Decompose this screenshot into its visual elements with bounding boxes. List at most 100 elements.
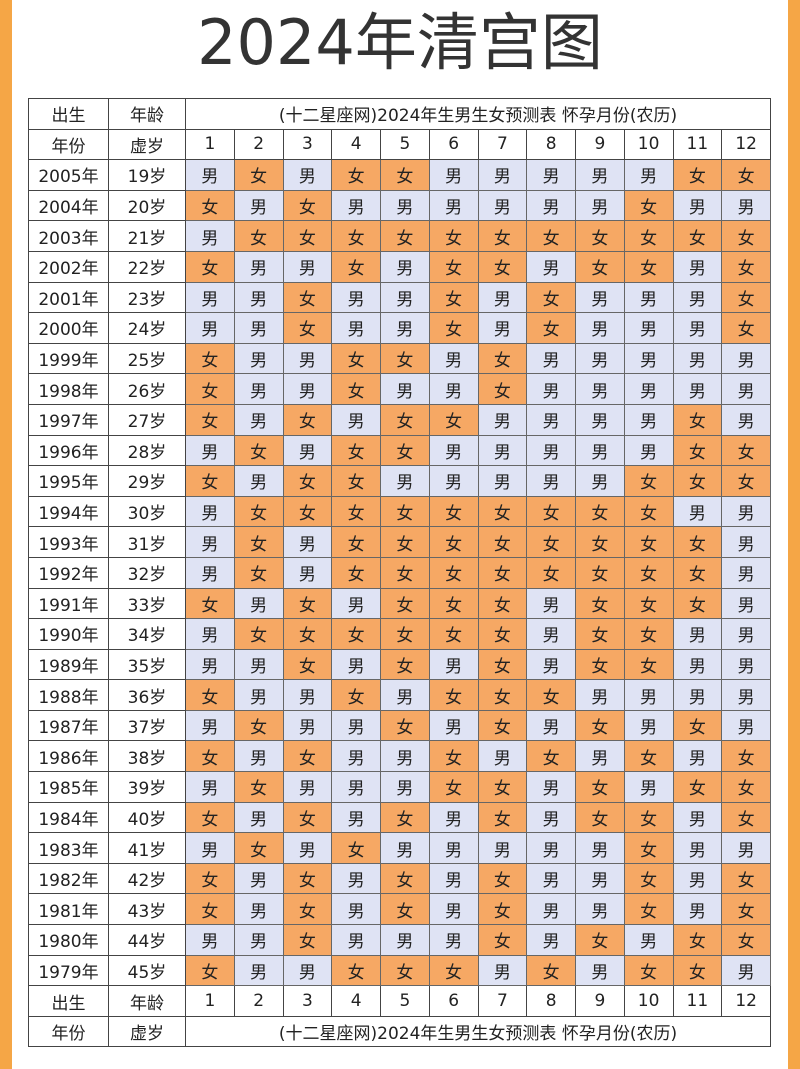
year-cell: 1984年 — [28, 801, 109, 834]
gender-cell: 女 — [380, 495, 430, 528]
age-cell: 45岁 — [108, 954, 186, 987]
year-cell: 1990年 — [28, 618, 109, 650]
gender-cell: 男 — [233, 465, 284, 497]
gender-cell: 女 — [428, 679, 479, 711]
header-cell: 11 — [672, 128, 723, 161]
year-cell: 2004年 — [28, 189, 109, 222]
age-cell: 19岁 — [108, 159, 186, 191]
year-cell: 1979年 — [28, 954, 109, 987]
gender-cell: 男 — [428, 434, 479, 467]
age-cell: 31岁 — [108, 526, 186, 558]
year-cell: 1982年 — [28, 862, 109, 895]
data-row: 1988年 36岁女男男女男女女女男男男男 — [28, 679, 772, 711]
gender-cell: 女 — [575, 709, 625, 742]
prediction-table: 出生 年龄 (十二星座网)2024年生男生女预测表 怀孕月份(农历) 年份 虚岁 1 2 3 4… — [28, 98, 772, 1048]
gender-cell: 女 — [477, 893, 528, 926]
gender-cell: 女 — [477, 220, 528, 252]
gender-cell: 女 — [623, 189, 674, 222]
gender-cell: 女 — [623, 495, 674, 528]
gender-cell: 女 — [623, 740, 674, 773]
age-cell: 21岁 — [108, 220, 186, 252]
gender-cell: 男 — [526, 648, 576, 681]
gender-cell: 男 — [721, 373, 772, 405]
gender-cell: 女 — [672, 434, 723, 467]
age-cell: 39岁 — [108, 771, 186, 803]
gender-cell: 男 — [575, 465, 625, 497]
gender-cell: 女 — [233, 618, 284, 650]
gender-cell: 男 — [185, 434, 235, 467]
gender-cell: 男 — [672, 250, 723, 283]
gender-cell: 女 — [623, 648, 674, 681]
gender-cell: 女 — [282, 189, 333, 222]
gender-cell: 男 — [477, 434, 528, 467]
gender-cell: 女 — [185, 465, 235, 497]
gender-cell: 女 — [331, 373, 381, 405]
gender-cell: 男 — [526, 832, 576, 864]
gender-cell: 男 — [623, 159, 674, 191]
header-cell: 9 — [575, 985, 625, 1017]
header-row: 出生 年龄 (十二星座网)2024年生男生女预测表 怀孕月份(农历) — [28, 98, 772, 130]
gender-cell: 女 — [672, 924, 723, 956]
gender-cell: 男 — [721, 709, 772, 742]
gender-cell: 男 — [575, 862, 625, 895]
data-row: 1995年 29岁女男女女男男男男男女女女 — [28, 465, 772, 497]
gender-cell: 男 — [526, 403, 576, 436]
age-cell: 27岁 — [108, 403, 186, 436]
gender-cell: 男 — [672, 373, 723, 405]
data-row: 2002年 22岁女男男女男女女男女女男女 — [28, 250, 772, 283]
gender-cell: 女 — [623, 526, 674, 558]
gender-cell: 女 — [185, 189, 235, 222]
gender-cell: 女 — [477, 679, 528, 711]
gender-cell: 男 — [331, 403, 381, 436]
gender-cell: 女 — [623, 893, 674, 926]
year-cell: 年份 — [28, 1015, 109, 1048]
gender-cell: 男 — [526, 709, 576, 742]
gender-cell: 男 — [721, 648, 772, 681]
gender-cell: 男 — [672, 801, 723, 834]
gender-cell: 女 — [331, 434, 381, 467]
data-row: 1984年 40岁女男女男女男女男女女男女 — [28, 801, 772, 834]
gender-cell: 男 — [526, 159, 576, 191]
gender-cell: 女 — [526, 954, 576, 987]
header-cell: 11 — [672, 985, 723, 1017]
gender-cell: 男 — [575, 403, 625, 436]
gender-cell: 女 — [721, 220, 772, 252]
gender-cell: 女 — [477, 801, 528, 834]
age-cell: 40岁 — [108, 801, 186, 834]
gender-cell: 女 — [721, 862, 772, 895]
gender-cell: 男 — [185, 832, 235, 864]
age-cell: 28岁 — [108, 434, 186, 467]
gender-cell: 男 — [282, 526, 333, 558]
gender-cell: 男 — [526, 893, 576, 926]
gender-cell: 女 — [672, 771, 723, 803]
gender-cell: 男 — [380, 250, 430, 283]
gender-cell: 女 — [233, 771, 284, 803]
gender-cell: 男 — [672, 893, 723, 926]
data-row: 1979年 45岁女男男女女女男女男女女男 — [28, 954, 772, 987]
gender-cell: 男 — [477, 312, 528, 344]
gender-cell: 女 — [380, 893, 430, 926]
gender-cell: 女 — [721, 801, 772, 834]
gender-cell: 男 — [721, 342, 772, 375]
header-cell: 2 — [233, 985, 284, 1017]
gender-cell: 男 — [477, 954, 528, 987]
gender-cell: 女 — [380, 648, 430, 681]
gender-cell: 女 — [185, 587, 235, 620]
gender-cell: 男 — [233, 403, 284, 436]
header-cell: 4 — [331, 128, 381, 161]
gender-cell: 女 — [575, 618, 625, 650]
gender-cell: 男 — [185, 495, 235, 528]
gender-cell: 女 — [380, 526, 430, 558]
gender-cell: 女 — [428, 250, 479, 283]
age-cell: 30岁 — [108, 495, 186, 528]
gender-cell: 男 — [282, 679, 333, 711]
gender-cell: 男 — [428, 189, 479, 222]
gender-cell: 女 — [623, 250, 674, 283]
gender-cell: 男 — [380, 832, 430, 864]
gender-cell: 女 — [428, 771, 479, 803]
gender-cell: 女 — [282, 801, 333, 834]
gender-cell: 男 — [428, 709, 479, 742]
gender-cell: 男 — [672, 342, 723, 375]
year-cell: 2001年 — [28, 281, 109, 314]
gender-cell: 男 — [526, 465, 576, 497]
